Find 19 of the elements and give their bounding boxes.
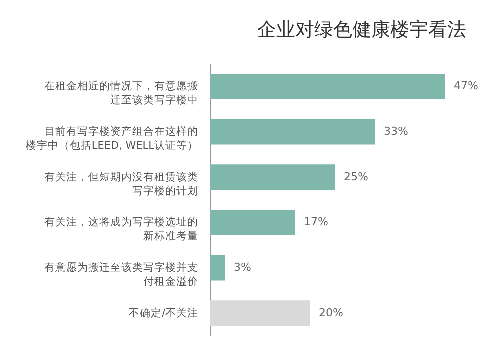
bar — [210, 119, 375, 145]
chart-title: 企业对绿色健康楼宇看法 — [257, 19, 466, 41]
y-tick-label: 不确定/不关注 — [128, 306, 198, 320]
y-tick-label: 目前有写字楼资产组合在这样的楼宇中（包括LEED, WELL认证等） — [26, 125, 198, 152]
bar — [210, 255, 225, 281]
y-tick-label: 有关注，但短期内没有租赁该类写字楼的计划 — [44, 170, 198, 198]
y-tick-label: 有意愿为搬迁至该类写字楼并支付租金溢价 — [44, 261, 198, 288]
y-tick-label: 有关注，这将成为写字楼选址的新标准考量 — [44, 216, 198, 243]
data-label: 3% — [234, 261, 252, 274]
data-label: 20% — [319, 306, 344, 320]
data-label: 47% — [454, 80, 478, 93]
y-tick-label: 在租金相近的情况下，有意愿搬迁至该类写字楼中 — [44, 80, 198, 107]
data-label: 25% — [344, 170, 368, 184]
bar — [210, 164, 335, 190]
bar — [210, 300, 310, 326]
data-label: 17% — [304, 216, 328, 229]
bar — [210, 74, 445, 100]
bar — [210, 210, 295, 236]
data-label: 33% — [384, 125, 408, 138]
